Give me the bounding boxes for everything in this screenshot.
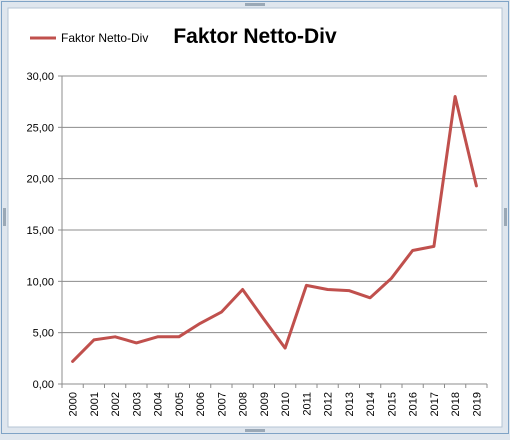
- x-tick-label: 2005: [174, 392, 186, 416]
- y-tick-label: 30,00: [26, 71, 54, 83]
- grid: [62, 75, 487, 334]
- x-tick-label: 2016: [408, 392, 420, 416]
- y-tick-label: 0,00: [33, 379, 54, 391]
- legend: Faktor Netto-Div: [30, 31, 148, 45]
- x-tick-label: 2009: [259, 392, 271, 416]
- series-line: [71, 95, 478, 363]
- x-tick-label: 2013: [344, 392, 356, 416]
- resize-handle-top[interactable]: [245, 3, 265, 6]
- y-tick-label: 25,00: [26, 122, 54, 134]
- x-tick-label: 2007: [216, 392, 228, 416]
- resize-handle-left[interactable]: [3, 208, 6, 226]
- series-layer: [71, 95, 478, 363]
- x-tick-label: 2004: [153, 392, 165, 416]
- x-tick-label: 2017: [429, 392, 441, 416]
- x-tick-label: 2012: [323, 392, 335, 416]
- resize-handle-bottom[interactable]: [245, 429, 265, 432]
- x-tick-label: 2015: [386, 392, 398, 416]
- y-axis-ticks: 0,00 5,00 10,00 15,00 20,00 25,00 30,00: [26, 71, 62, 391]
- resize-handles[interactable]: [3, 3, 507, 432]
- axes: [61, 76, 487, 385]
- x-tick-label: 2001: [89, 392, 101, 416]
- x-tick-label: 2002: [110, 392, 122, 416]
- x-tick-label: 2000: [68, 392, 80, 416]
- x-tick-label: 2008: [238, 392, 250, 416]
- x-tick-label: 2010: [280, 392, 292, 416]
- x-axis-ticks: 2000 2001 2002 2003 2004 2005 2006 2007 2008 2009…: [61, 384, 488, 416]
- x-tick-label: 2003: [131, 392, 143, 416]
- chart-area: [7, 7, 503, 428]
- legend-label: Faktor Netto-Div: [61, 31, 148, 45]
- x-tick-label: 2006: [195, 392, 207, 416]
- y-tick-label: 10,00: [26, 276, 54, 288]
- x-tick-label: 2019: [471, 392, 483, 416]
- y-tick-label: 20,00: [26, 174, 54, 186]
- y-tick-label: 5,00: [33, 328, 54, 340]
- chart-title: Faktor Netto-Div: [173, 25, 337, 48]
- y-tick-label: 15,00: [26, 225, 54, 237]
- x-tick-label: 2018: [450, 392, 462, 416]
- x-tick-label: 2011: [301, 392, 313, 416]
- resize-handle-right[interactable]: [504, 208, 507, 226]
- x-tick-label: 2014: [365, 392, 377, 416]
